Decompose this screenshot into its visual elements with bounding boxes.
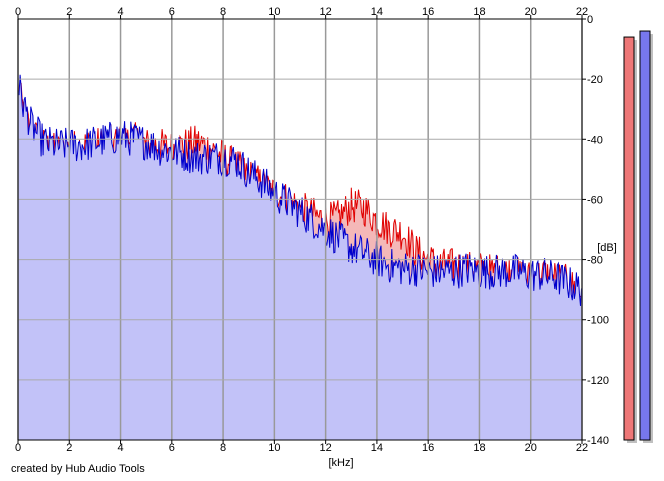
- level-meter-1: [639, 30, 651, 441]
- x-tick-label-bottom: 4: [117, 442, 123, 454]
- y-tick-label: -20: [587, 74, 603, 86]
- y-tick-label: -140: [587, 435, 609, 447]
- x-tick-label-bottom: 22: [576, 442, 588, 454]
- y-tick-label: -100: [587, 315, 609, 327]
- y-tick-label: 0: [587, 14, 593, 26]
- x-tick-label-top: 4: [117, 6, 123, 18]
- x-tick-label-bottom: 2: [66, 442, 72, 454]
- x-tick-label-top: 12: [320, 6, 332, 18]
- x-tick-label-bottom: 20: [525, 442, 537, 454]
- y-tick-label: -80: [587, 255, 603, 267]
- x-tick-label-bottom: 18: [473, 442, 485, 454]
- y-tick-label: -120: [587, 375, 609, 387]
- series-1-area: [18, 74, 582, 441]
- x-tick-label-top: 6: [169, 6, 175, 18]
- x-tick-label-top: 20: [525, 6, 537, 18]
- y-tick-label: -40: [587, 134, 603, 146]
- x-tick-label-top: 16: [422, 6, 434, 18]
- x-tick-label-top: 10: [268, 6, 280, 18]
- credit-text: created by Hub Audio Tools: [11, 463, 145, 475]
- x-tick-label-top: 0: [15, 6, 21, 18]
- level-meter-0: [623, 36, 635, 441]
- x-tick-label-top: 2: [66, 6, 72, 18]
- x-tick-label-bottom: 0: [15, 442, 21, 454]
- x-tick-label-bottom: 14: [371, 442, 383, 454]
- x-tick-label-bottom: 16: [422, 442, 434, 454]
- x-tick-label-bottom: 12: [320, 442, 332, 454]
- x-tick-label-bottom: 6: [169, 442, 175, 454]
- x-tick-label-bottom: 10: [268, 442, 280, 454]
- plot-frame: [17, 18, 583, 441]
- series-1-line: [17, 74, 583, 306]
- y-axis-label: [dB]: [597, 242, 617, 254]
- x-tick-label-top: 18: [473, 6, 485, 18]
- y-tick-label: -60: [587, 194, 603, 206]
- x-axis-label: [kHz]: [328, 457, 353, 469]
- x-tick-label-top: 22: [576, 6, 588, 18]
- x-tick-label-top: 8: [220, 6, 226, 18]
- x-tick-label-bottom: 8: [220, 442, 226, 454]
- x-tick-label-top: 14: [371, 6, 383, 18]
